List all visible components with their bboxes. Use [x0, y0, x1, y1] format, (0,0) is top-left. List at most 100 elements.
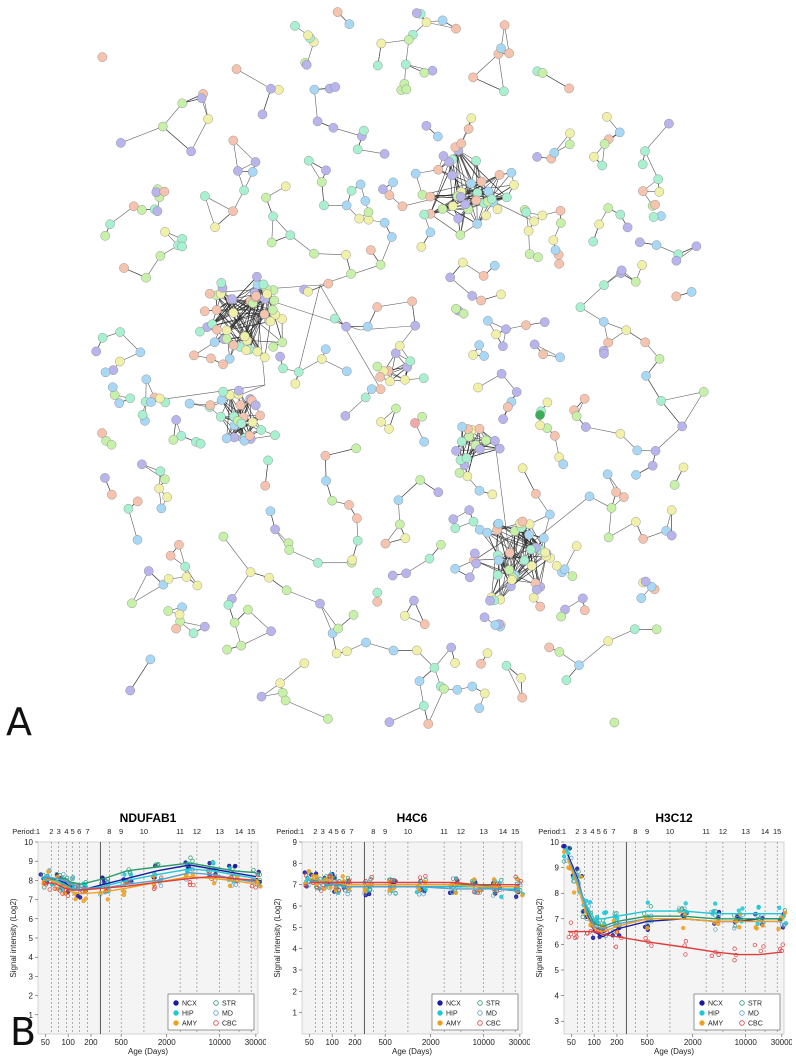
network-node [346, 269, 356, 279]
y-tick-label: 8 [29, 876, 34, 885]
network-node [351, 443, 361, 454]
network-node [574, 660, 584, 670]
legend-box [431, 993, 519, 1031]
network-node [186, 146, 196, 157]
network-node [235, 400, 246, 410]
network-node [638, 186, 648, 196]
network-node [401, 84, 412, 95]
data-point [755, 921, 760, 927]
network-node [321, 476, 331, 486]
network-node [480, 688, 490, 699]
network-node [233, 166, 243, 176]
network-node [135, 347, 146, 358]
network-node [177, 98, 188, 109]
network-node [476, 659, 486, 669]
network-node [243, 604, 253, 615]
network-node [444, 157, 454, 167]
network-node [445, 272, 455, 283]
period-number: 12 [193, 827, 201, 836]
network-node [436, 539, 446, 550]
network-node [598, 317, 609, 327]
network-node [588, 236, 598, 247]
network-node [599, 139, 610, 149]
network-node [266, 626, 276, 636]
network-node [269, 295, 279, 306]
data-point [336, 888, 342, 893]
network-node [257, 109, 268, 120]
data-point [561, 859, 566, 864]
network-node [141, 272, 151, 283]
data-point [314, 885, 320, 891]
network-node [452, 685, 463, 695]
network-node [651, 240, 662, 250]
network-node [630, 624, 640, 634]
data-point [211, 861, 216, 866]
data-point [590, 935, 596, 940]
data-point [614, 930, 620, 935]
network-node [603, 203, 613, 213]
network-node [359, 125, 369, 136]
network-node [331, 648, 342, 659]
data-point [472, 877, 477, 882]
network-node [137, 410, 148, 420]
network-node [341, 200, 352, 211]
network-node [268, 211, 278, 222]
network-node [425, 227, 436, 238]
data-point [78, 895, 83, 900]
network-node [332, 7, 343, 17]
x-tick-label: 30000 [509, 1038, 530, 1047]
network-node [256, 691, 267, 702]
y-tick-label: 1 [29, 1011, 34, 1020]
network-node [417, 190, 428, 200]
network-node [654, 187, 665, 197]
network-node [419, 701, 429, 711]
network-node [160, 227, 170, 237]
network-node [97, 52, 108, 62]
x-tick-label: 100 [325, 1038, 339, 1047]
network-node [145, 654, 156, 665]
legend-marker [173, 1020, 179, 1026]
network-node [506, 167, 517, 178]
data-point [648, 904, 653, 909]
network-node [221, 334, 232, 344]
network-node [168, 435, 179, 445]
period-number: 10 [140, 827, 148, 836]
network-node [346, 185, 357, 196]
period-number: 5 [597, 827, 601, 836]
network-node [549, 147, 560, 158]
network-node [483, 316, 493, 326]
network-node [631, 470, 641, 480]
period-number: 4 [328, 827, 332, 836]
data-point [571, 890, 577, 895]
network-node [375, 260, 386, 270]
network-node [473, 382, 483, 393]
network-node [328, 123, 339, 133]
network-node [533, 252, 543, 262]
network-node [640, 576, 651, 587]
network-node [387, 232, 397, 242]
y-tick-label: 7 [555, 915, 560, 924]
data-point [612, 911, 617, 916]
network-node [677, 421, 687, 432]
network-node [360, 196, 371, 206]
data-point [491, 877, 497, 882]
legend-marker [699, 1000, 705, 1006]
network-node [100, 473, 110, 483]
network-node [656, 396, 666, 406]
network-node [268, 342, 278, 352]
network-node [476, 176, 487, 187]
network-node [496, 289, 506, 300]
network-node [490, 620, 501, 630]
network-node [671, 255, 682, 266]
network-node [221, 325, 232, 336]
legend-label: MD [222, 1011, 233, 1018]
y-tick-label: 4 [293, 945, 298, 954]
network-node [155, 393, 165, 404]
x-tick-label: 100 [61, 1038, 75, 1047]
period-number: 15 [511, 827, 519, 836]
network-node [602, 112, 612, 122]
network-node [630, 277, 641, 287]
network-node [619, 492, 629, 502]
y-tick-label: 10 [24, 838, 33, 847]
network-node [535, 420, 545, 431]
